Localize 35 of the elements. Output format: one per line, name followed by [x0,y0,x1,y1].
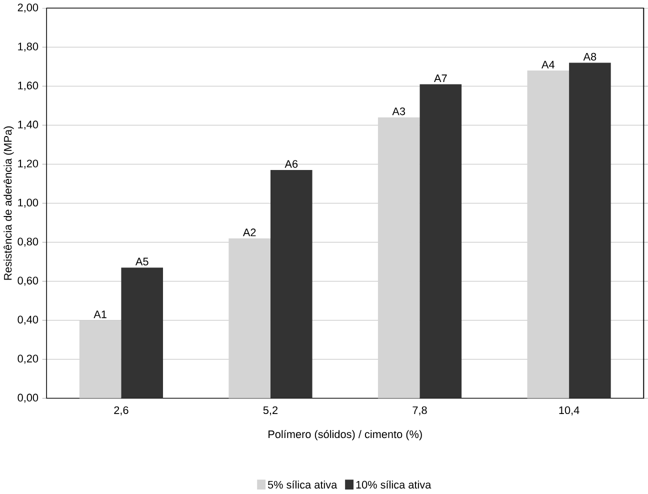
annotation: A3 [392,107,406,116]
y-tick-label: 1,00 [18,198,38,208]
annotation: A6 [284,160,298,168]
y-tick-label: 0,00 [18,394,38,403]
bar [420,84,462,398]
annotation: A2 [242,228,256,236]
x-tick-label: 5,2 [263,406,278,416]
y-tick-label: 1,80 [18,42,38,52]
y-tick-label: 0,60 [18,276,38,286]
bar [79,320,122,398]
y-axis-title: Resistência de aderência (MPa) [4,126,14,280]
bar [527,70,570,398]
bar [228,238,270,398]
y-tick-label: 0,20 [18,354,38,364]
y-tick-label: 2,00 [18,4,38,13]
bar [378,117,420,398]
bar [270,170,312,398]
legend-label: 10% sílica ativa [356,480,432,489]
x-tick-label: 7,8 [412,406,427,416]
annotation: A4 [541,60,554,68]
bar [569,62,611,398]
bar [121,268,164,398]
y-tick-label: 1,20 [18,160,38,169]
annotation: A5 [135,258,148,266]
y-tick-label: 1,60 [18,82,38,91]
annotation: A8 [583,52,596,61]
annotation: A1 [94,310,106,318]
annotation: A7 [434,74,447,82]
x-tick-label: 2,6 [114,406,128,416]
y-tick-label: 0,40 [18,316,38,325]
y-tick-label: 0,80 [18,238,38,247]
legend-label: 5% sílica ativa [268,480,338,489]
x-tick-label: 10,4 [559,406,580,416]
x-axis-title: Polímero (sólidos) / cimento (%) [268,430,422,440]
y-tick-label: 1,40 [18,120,38,130]
